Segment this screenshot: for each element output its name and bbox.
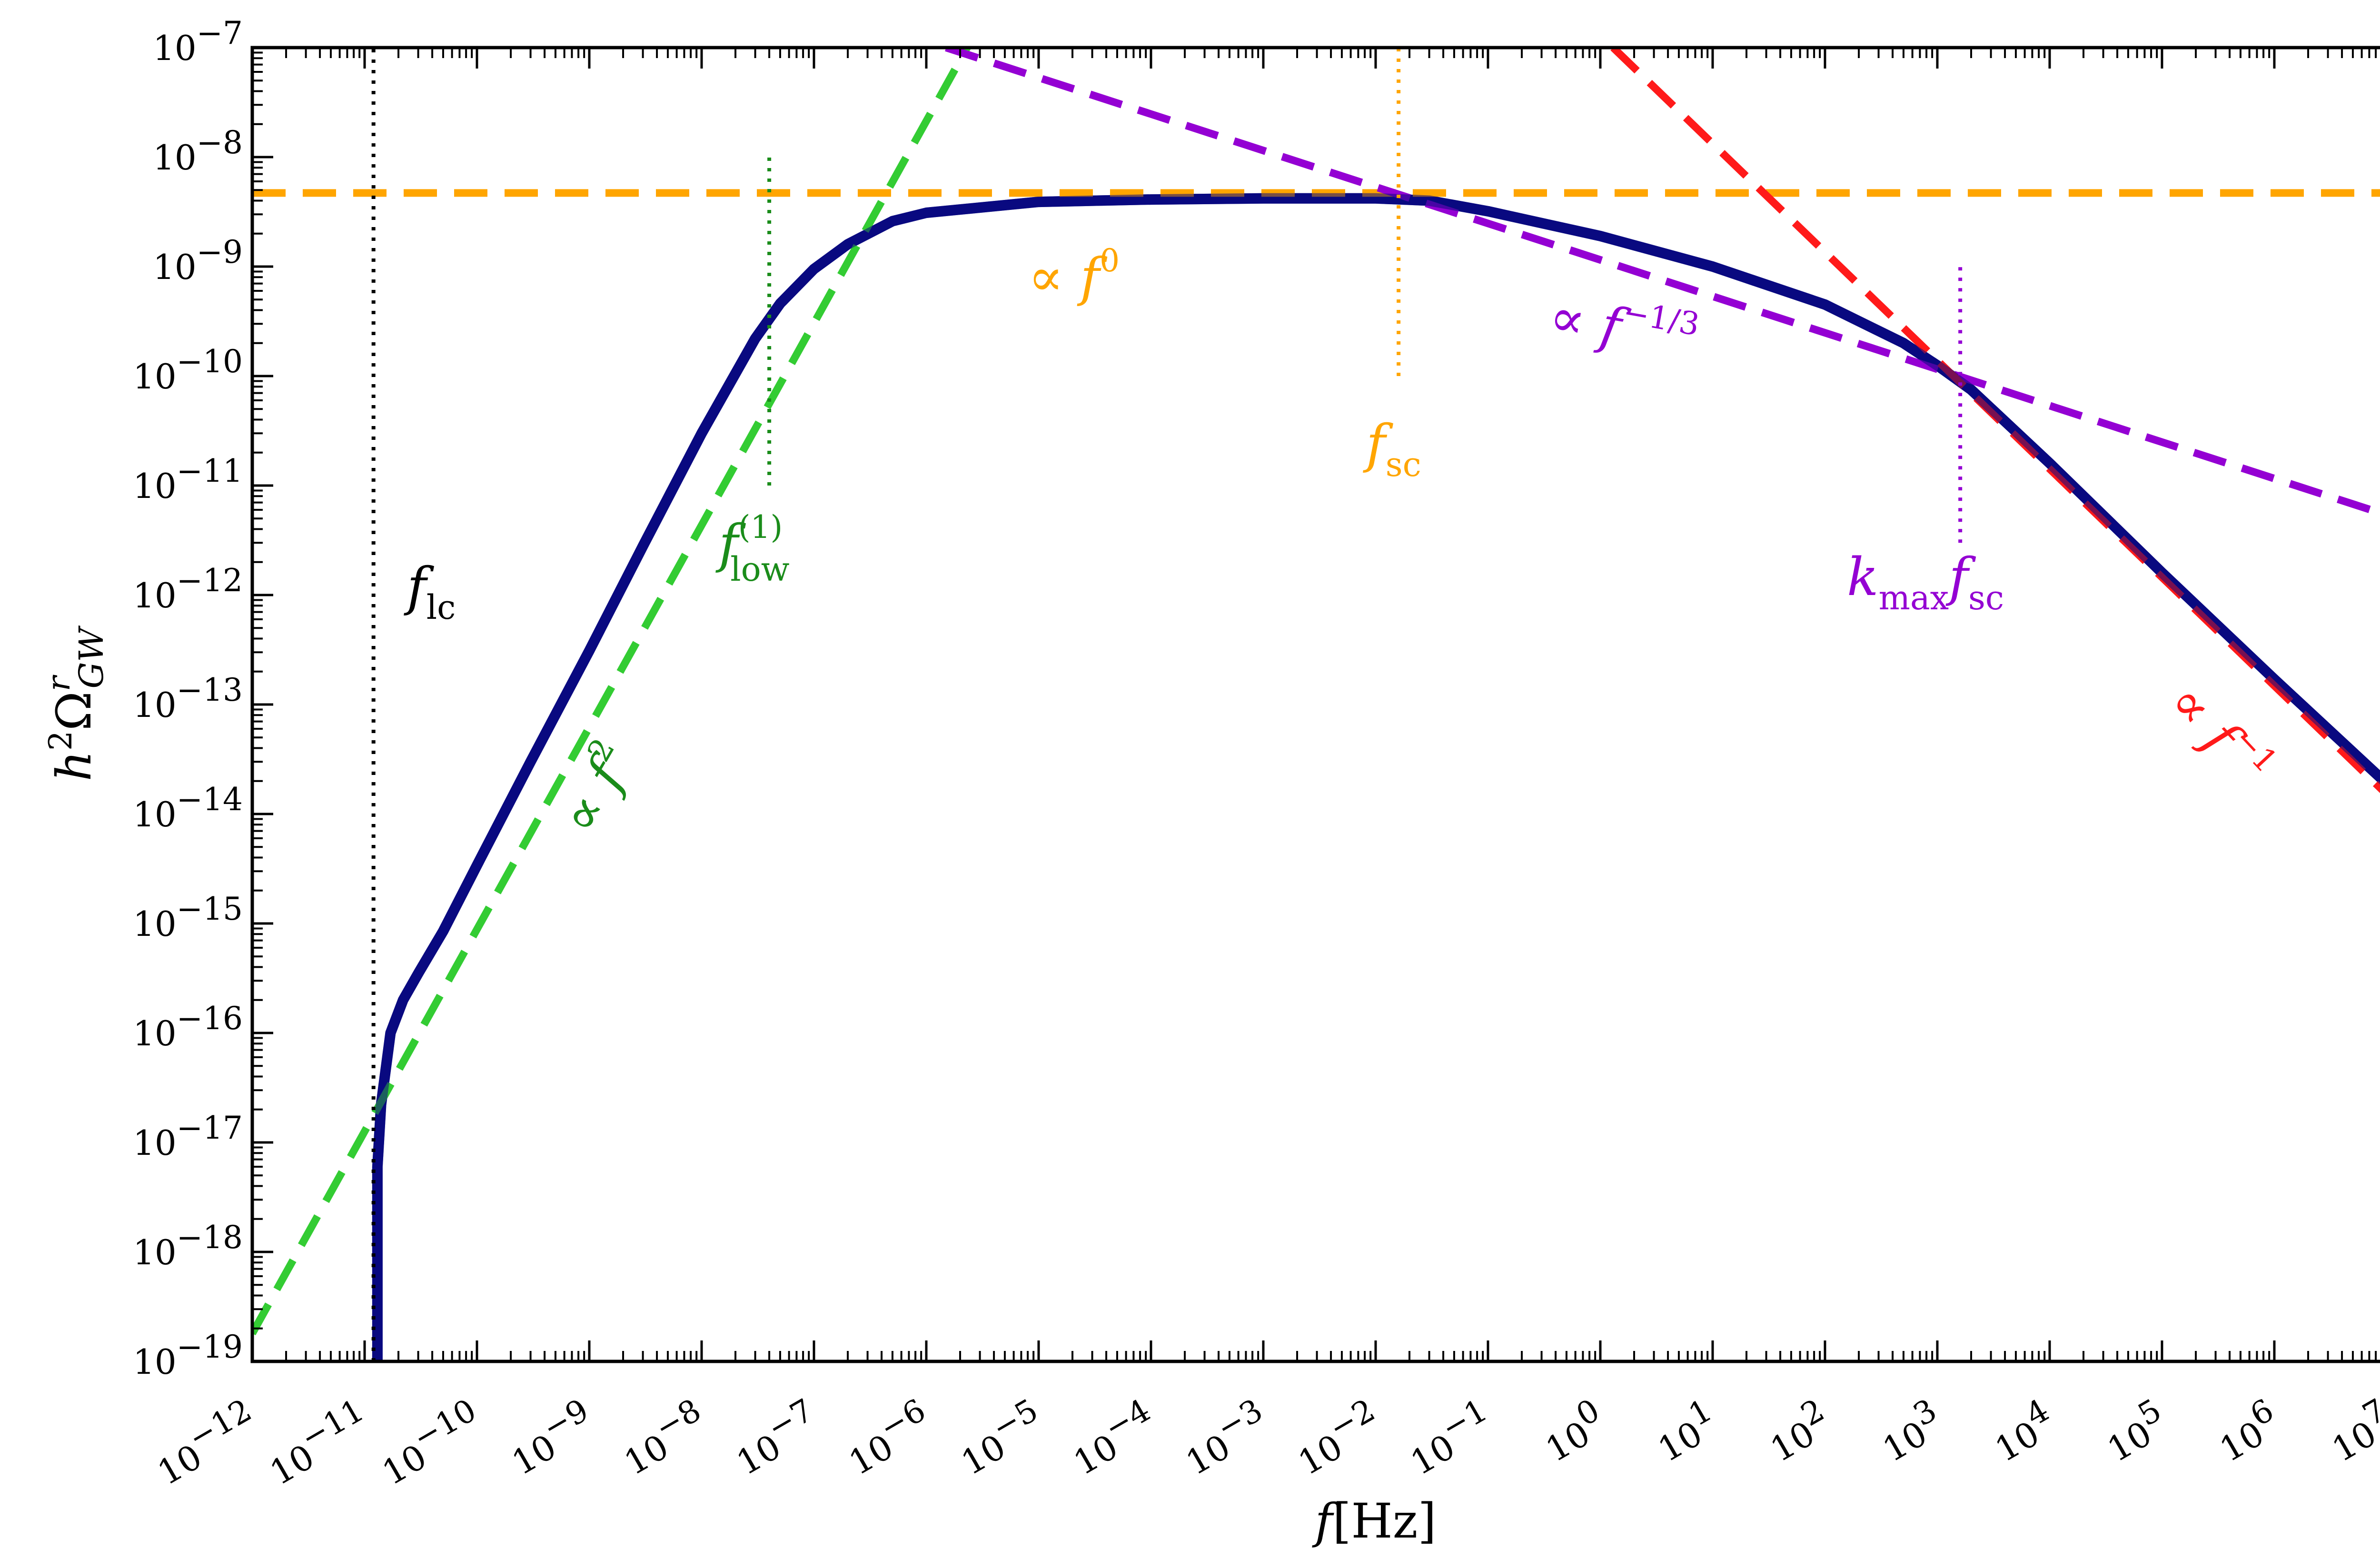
y-tick-label: 10−18 <box>133 1219 243 1272</box>
x-tick-label: 103 <box>1869 1392 1951 1470</box>
y-axis-label-sub: GW <box>72 625 111 689</box>
x-tick-label: 102 <box>1757 1392 1839 1470</box>
y-tick-label: 10−17 <box>133 1110 243 1163</box>
y-tick-label: 10−11 <box>133 453 243 506</box>
x-tick-label: 10−9 <box>498 1392 603 1483</box>
y-tick-label: 10−13 <box>133 672 243 725</box>
y-tick-label: 10−15 <box>133 891 243 944</box>
svg-text:∝ f0: ∝ f0 <box>1028 242 1120 308</box>
annotation-f13: ∝ f−1/3 <box>1545 281 1702 371</box>
y-axis-label: h2ΩrGW <box>40 625 111 782</box>
y-tick-label: 10−16 <box>133 1000 243 1053</box>
y-tick-label: 10−14 <box>133 781 243 834</box>
x-axis-label-unit: [Hz] <box>1333 1493 1437 1549</box>
x-tick-label: 10−2 <box>1285 1392 1389 1483</box>
x-tick-label: 106 <box>2206 1392 2288 1470</box>
x-tick-label: 10−1 <box>1397 1392 1502 1483</box>
annotation-f1: ∝ f−1 <box>2157 668 2285 799</box>
series-f2-line <box>252 48 972 1336</box>
annotation-f0: ∝ f0 <box>1028 242 1120 308</box>
y-axis-label-sup: r <box>40 675 77 691</box>
y-tick-label: 10−9 <box>153 234 243 287</box>
x-tick-label: 10−3 <box>1172 1392 1277 1483</box>
x-tick-label: 10−5 <box>948 1392 1052 1483</box>
x-tick-label: 101 <box>1645 1392 1726 1470</box>
y-axis-label-base-sup: 2 <box>42 731 79 751</box>
annotation-flc: flc <box>404 556 456 627</box>
x-tick-label: 10−7 <box>723 1392 828 1483</box>
x-tick-label: 107 <box>2319 1392 2380 1470</box>
annotation-flow: f(1) low <box>715 509 790 589</box>
x-tick-label: 10−6 <box>835 1392 940 1483</box>
x-tick-label: 10−12 <box>144 1392 266 1493</box>
svg-text:∝ f−1/3: ∝ f−1/3 <box>1545 281 1702 371</box>
x-tick-label: 10−8 <box>611 1392 715 1483</box>
series-spectrum-overlay <box>372 193 2380 1361</box>
svg-text:fsc: fsc <box>1363 413 1421 484</box>
x-tick-label: 10−10 <box>369 1392 491 1493</box>
y-tick-label: 10−7 <box>153 15 243 68</box>
svg-text:∝ f−1: ∝ f−1 <box>2157 668 2285 799</box>
svg-text:f(1)low: f(1) low <box>715 509 790 589</box>
axis-ticks <box>251 46 2377 1363</box>
series-f13-line <box>945 48 2380 517</box>
annotation-kmax: kmaxfsc <box>1847 546 2004 617</box>
x-axis-label: f[Hz] <box>1312 1493 1437 1549</box>
series-spectrum-line <box>372 193 2380 1361</box>
y-tick-label: 10−8 <box>153 124 243 178</box>
x-tick-label: 10−11 <box>257 1392 378 1493</box>
y-tick-label: 10−12 <box>133 562 243 615</box>
reference-lines <box>371 48 1963 1361</box>
y-axis-label-base: h <box>46 751 102 781</box>
y-tick-label: 10−19 <box>133 1329 243 1382</box>
x-tick-label: 10−4 <box>1060 1392 1165 1483</box>
series-layer <box>252 48 2380 1361</box>
y-axis-label-omega: Ω <box>46 691 102 731</box>
x-tick-label: 104 <box>1982 1392 2063 1470</box>
svg-text:kmaxfsc: kmaxfsc <box>1847 546 2004 617</box>
annotation-fsc: fsc <box>1363 413 1421 484</box>
plot-frame <box>250 46 2380 1363</box>
y-tick-label: 10−10 <box>133 343 243 397</box>
svg-text:flc: flc <box>404 556 456 627</box>
x-tick-label: 100 <box>1532 1392 1614 1470</box>
x-tick-label: 105 <box>2094 1392 2176 1470</box>
